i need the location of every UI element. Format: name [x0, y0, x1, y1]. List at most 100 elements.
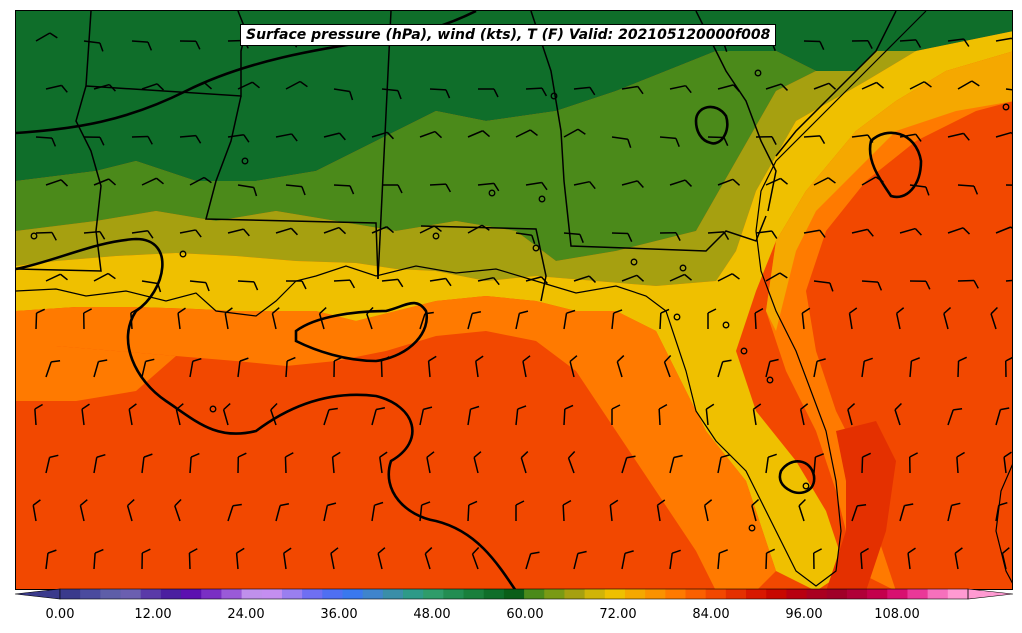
wind-barb [765, 272, 788, 282]
wind-barb [851, 39, 873, 49]
wind-barb [382, 184, 403, 194]
wind-barb [323, 407, 338, 426]
wind-barb [82, 308, 92, 330]
wind-barb [35, 136, 57, 147]
wind-barb [860, 547, 869, 570]
colorbar-swatch [100, 589, 122, 599]
wind-barb [515, 500, 525, 521]
wind-barb [563, 128, 586, 138]
orange-fill [16, 296, 776, 589]
colorbar-tick-label: 24.00 [227, 607, 265, 622]
wind-barb [35, 231, 57, 241]
atlantic-warm-fill [806, 101, 1012, 589]
border-line [775, 11, 897, 157]
colorbar-swatch [463, 589, 485, 599]
wind-barb [275, 133, 298, 142]
wind-barb [81, 403, 90, 426]
border-line [16, 11, 102, 272]
wind-barb [669, 549, 681, 570]
wind-barb [285, 80, 308, 90]
wind-barb [573, 86, 596, 96]
station-marker [432, 232, 440, 240]
colorbar-swatch [443, 589, 465, 599]
wind-barb [467, 130, 491, 138]
gulf-mid-orange-fill [16, 346, 176, 401]
wind-barb [611, 309, 623, 330]
wind-barb [717, 273, 740, 282]
wind-barb [861, 176, 884, 186]
bahamas-coast [995, 464, 1012, 584]
wind-barb [947, 502, 961, 522]
wind-barb [755, 135, 777, 145]
wind-barb [189, 357, 202, 378]
wind-barb [707, 231, 730, 240]
colorbar-swatch [766, 589, 787, 599]
wind-barb [621, 85, 644, 95]
wind-barb [909, 357, 920, 378]
wind-barb [656, 499, 666, 522]
wind-barb [275, 227, 299, 236]
wind-barb [861, 452, 872, 474]
wind-barb [427, 355, 437, 378]
wind-barb [995, 37, 1012, 46]
colorbar-swatch [645, 589, 666, 599]
wind-barb [380, 356, 390, 378]
wind-barb [659, 308, 670, 330]
wind-barb [141, 280, 162, 293]
wind-barb [141, 177, 164, 186]
colorbar-swatch [322, 589, 343, 599]
wind-barb [189, 82, 213, 90]
wind-barb [956, 451, 965, 474]
border-line [377, 11, 392, 280]
wind-barb [669, 179, 693, 187]
temperature-colorbar [14, 588, 1014, 600]
station-marker [722, 321, 730, 329]
colorbar-swatch [483, 589, 505, 599]
colorbar-over-arrow [967, 588, 1014, 600]
wind-barb [947, 38, 970, 47]
colorbar-swatch [806, 589, 828, 599]
wind-barb [45, 359, 61, 378]
wind-barb [663, 354, 672, 378]
wind-barb [909, 184, 930, 196]
wind-barb [237, 452, 247, 474]
wind-barb [237, 357, 249, 378]
wind-barb [751, 499, 760, 522]
wind-barb [909, 280, 931, 290]
station-marker [766, 376, 774, 384]
wind-barb [141, 453, 153, 474]
isobar-closed [694, 105, 729, 145]
colorbar-swatch [846, 589, 868, 599]
wind-barb [799, 403, 809, 426]
station-marker [748, 524, 756, 532]
wind-barb [323, 226, 347, 235]
wind-barb [861, 81, 885, 90]
wind-barb [522, 355, 531, 378]
station-marker [740, 347, 748, 355]
wind-barb [141, 358, 155, 378]
wind-barb [419, 311, 434, 330]
map-panel: Surface pressure (hPa), wind (kts), T (F… [15, 10, 1013, 590]
isobar-closed [868, 131, 923, 199]
colorbar-swatch [564, 589, 586, 599]
wind-barb [813, 82, 837, 90]
wind-barb [174, 498, 182, 522]
north-green-fill [16, 11, 1012, 181]
border-line [530, 11, 767, 252]
wind-barb [45, 273, 68, 282]
wind-barb [907, 547, 916, 570]
colorbar-swatch [544, 589, 565, 599]
wind-barb [130, 307, 139, 330]
wind-barb [45, 454, 59, 474]
wind-barb [717, 454, 730, 474]
wind-barb [83, 40, 104, 52]
wind-barb [283, 547, 292, 570]
wind-barb [222, 403, 231, 426]
station-marker [538, 195, 546, 203]
wind-barb [803, 135, 826, 144]
wind-barb [851, 134, 874, 143]
wind-barb [1003, 451, 1012, 474]
wind-barb [616, 354, 625, 378]
wind-barb [189, 280, 210, 292]
wind-barb [32, 499, 41, 522]
